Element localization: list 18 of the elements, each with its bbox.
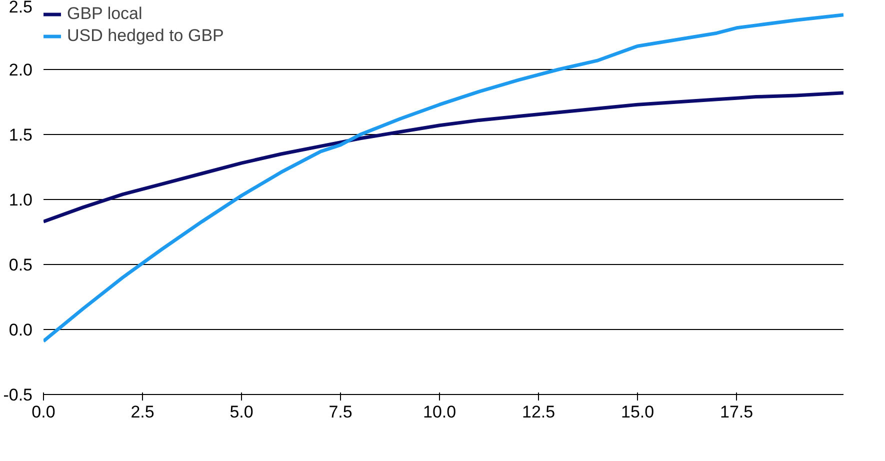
y-tick-label: 0.5 <box>8 256 33 274</box>
legend-label: USD hedged to GBP <box>67 26 224 46</box>
y-tick-label: 1.0 <box>8 190 33 210</box>
line-series <box>44 91 844 224</box>
x-tick-label: 17.5 <box>720 402 754 422</box>
y-tick-label: -0.5 <box>3 386 33 404</box>
x-tick-label: 0.0 <box>32 402 56 422</box>
y-tick-label: 2.5 <box>8 0 33 16</box>
x-tick-label: 2.5 <box>130 402 154 422</box>
y-tick-label: 1.5 <box>8 126 33 144</box>
legend-label: GBP local <box>67 4 142 24</box>
y-tick-label: 0.0 <box>8 320 33 340</box>
y-tick-label: 2.0 <box>8 60 33 80</box>
x-tick-label: 7.5 <box>328 402 352 422</box>
x-tick-label: 15.0 <box>621 402 654 422</box>
x-tick-label: 5.0 <box>230 402 254 422</box>
x-tick-label: 10.0 <box>422 402 456 422</box>
x-tick-label: 12.5 <box>522 402 556 422</box>
